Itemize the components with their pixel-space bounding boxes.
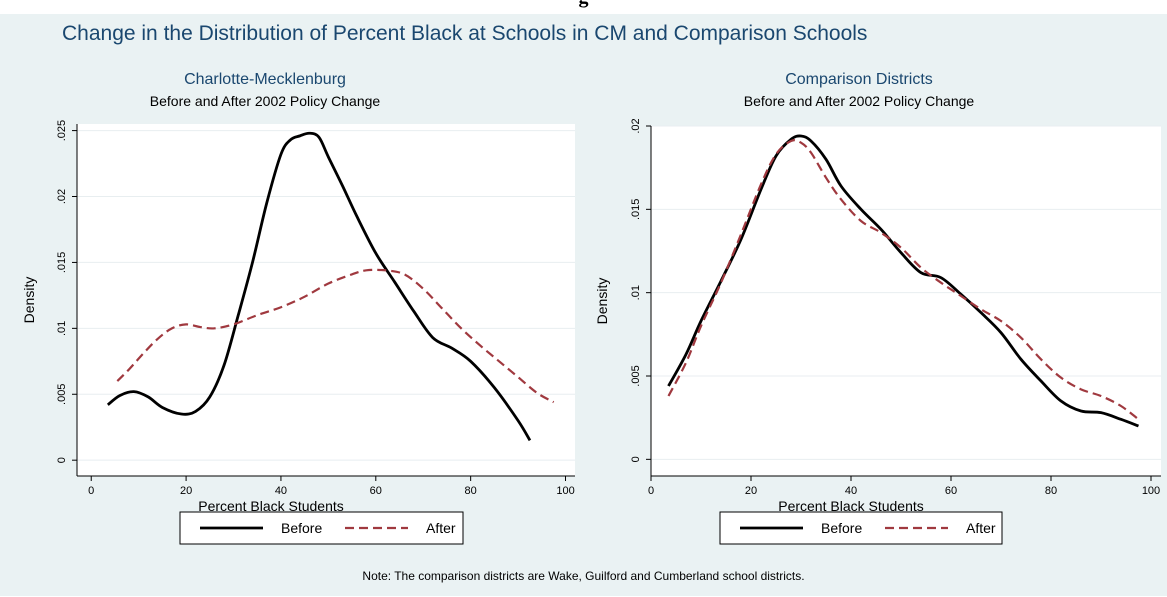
legend-label-after: After bbox=[966, 520, 996, 536]
x-tick-label: 80 bbox=[1045, 485, 1057, 497]
x-tick-label: 60 bbox=[945, 485, 957, 497]
y-tick-label: .01 bbox=[630, 285, 642, 300]
graph-panel: Change in the Distribution of Percent Bl… bbox=[0, 14, 1167, 596]
x-axis-label: Percent Black Students bbox=[198, 498, 344, 514]
legend: Before After bbox=[179, 511, 464, 545]
y-tick-label: .02 bbox=[630, 118, 642, 133]
y-tick-label: 0 bbox=[630, 456, 642, 462]
x-tick-label: 20 bbox=[180, 485, 192, 497]
y-tick-label: .005 bbox=[630, 365, 642, 386]
x-tick-label: 100 bbox=[1142, 485, 1160, 497]
x-tick-label: 0 bbox=[88, 485, 94, 497]
cut-off-title: g bbox=[0, 0, 1167, 9]
series-line-before bbox=[667, 134, 1139, 428]
chart-title: Charlotte-Mecklenburg bbox=[184, 71, 346, 88]
legend: Before After bbox=[719, 511, 1003, 545]
x-tick-label: 0 bbox=[648, 485, 654, 497]
x-tick-label: 60 bbox=[370, 485, 382, 497]
legend-label-after: After bbox=[426, 520, 456, 536]
chart-charlotte-mecklenburg: Charlotte-Mecklenburg Before and After 20… bbox=[21, 71, 575, 545]
x-tick-label: 80 bbox=[465, 485, 477, 497]
series-line-before bbox=[106, 131, 532, 442]
legend-label-before: Before bbox=[281, 520, 322, 536]
plot-area bbox=[651, 126, 1161, 476]
chart-subtitle: Before and After 2002 Policy Change bbox=[744, 93, 975, 109]
y-axis-label: Density bbox=[21, 277, 37, 324]
chart-comparison-districts: Comparison Districts Before and After 200… bbox=[594, 71, 1161, 545]
footnote: Note: The comparison districts are Wake,… bbox=[362, 569, 805, 583]
main-title: Change in the Distribution of Percent Bl… bbox=[62, 22, 868, 45]
legend-label-before: Before bbox=[821, 520, 862, 536]
x-tick-label: 40 bbox=[275, 485, 287, 497]
y-tick-label: .015 bbox=[56, 252, 68, 273]
y-axis-label: Density bbox=[594, 278, 610, 325]
y-tick-label: .01 bbox=[56, 321, 68, 336]
y-tick-label: .015 bbox=[630, 199, 642, 220]
chart-subtitle: Before and After 2002 Policy Change bbox=[150, 93, 381, 109]
plot-area bbox=[77, 124, 575, 476]
chart-title: Comparison Districts bbox=[785, 71, 933, 88]
y-tick-label: .025 bbox=[56, 120, 68, 141]
x-tick-label: 20 bbox=[745, 485, 757, 497]
x-axis-label: Percent Black Students bbox=[778, 498, 924, 514]
x-tick-label: 100 bbox=[556, 485, 574, 497]
y-tick-label: .02 bbox=[56, 189, 68, 204]
y-tick-label: .005 bbox=[56, 384, 68, 405]
x-tick-label: 40 bbox=[845, 485, 857, 497]
series-line-after bbox=[116, 268, 555, 404]
y-tick-label: 0 bbox=[56, 457, 68, 463]
